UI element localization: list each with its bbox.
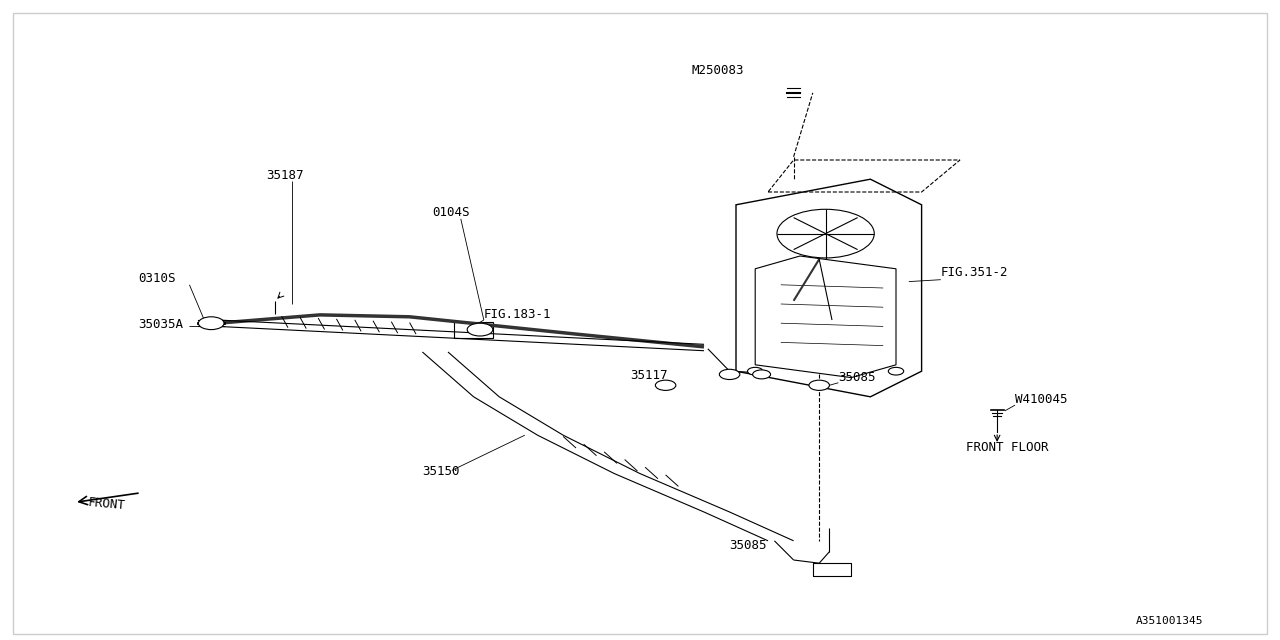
Text: 0310S: 0310S <box>138 271 175 285</box>
Text: 35150: 35150 <box>422 465 460 478</box>
Text: A351001345: A351001345 <box>1135 616 1203 626</box>
Circle shape <box>655 380 676 390</box>
Circle shape <box>198 317 224 330</box>
Bar <box>454 322 493 338</box>
Text: M250083: M250083 <box>691 63 744 77</box>
Circle shape <box>888 367 904 375</box>
Text: 0104S: 0104S <box>433 206 470 220</box>
Circle shape <box>719 369 740 380</box>
Text: 35117: 35117 <box>630 369 667 382</box>
Circle shape <box>467 323 493 336</box>
Circle shape <box>753 370 771 379</box>
Text: FRONT FLOOR: FRONT FLOOR <box>966 441 1048 454</box>
Text: 35085: 35085 <box>730 539 767 552</box>
Text: 35035A: 35035A <box>138 317 183 331</box>
Text: FIG.183-1: FIG.183-1 <box>484 308 552 321</box>
Text: FIG.351-2: FIG.351-2 <box>941 266 1009 280</box>
Circle shape <box>809 380 829 390</box>
Circle shape <box>748 367 763 375</box>
Text: W410045: W410045 <box>1015 393 1068 406</box>
Text: 35085: 35085 <box>838 371 876 384</box>
Text: 35187: 35187 <box>266 169 303 182</box>
Text: FRONT: FRONT <box>87 495 125 512</box>
